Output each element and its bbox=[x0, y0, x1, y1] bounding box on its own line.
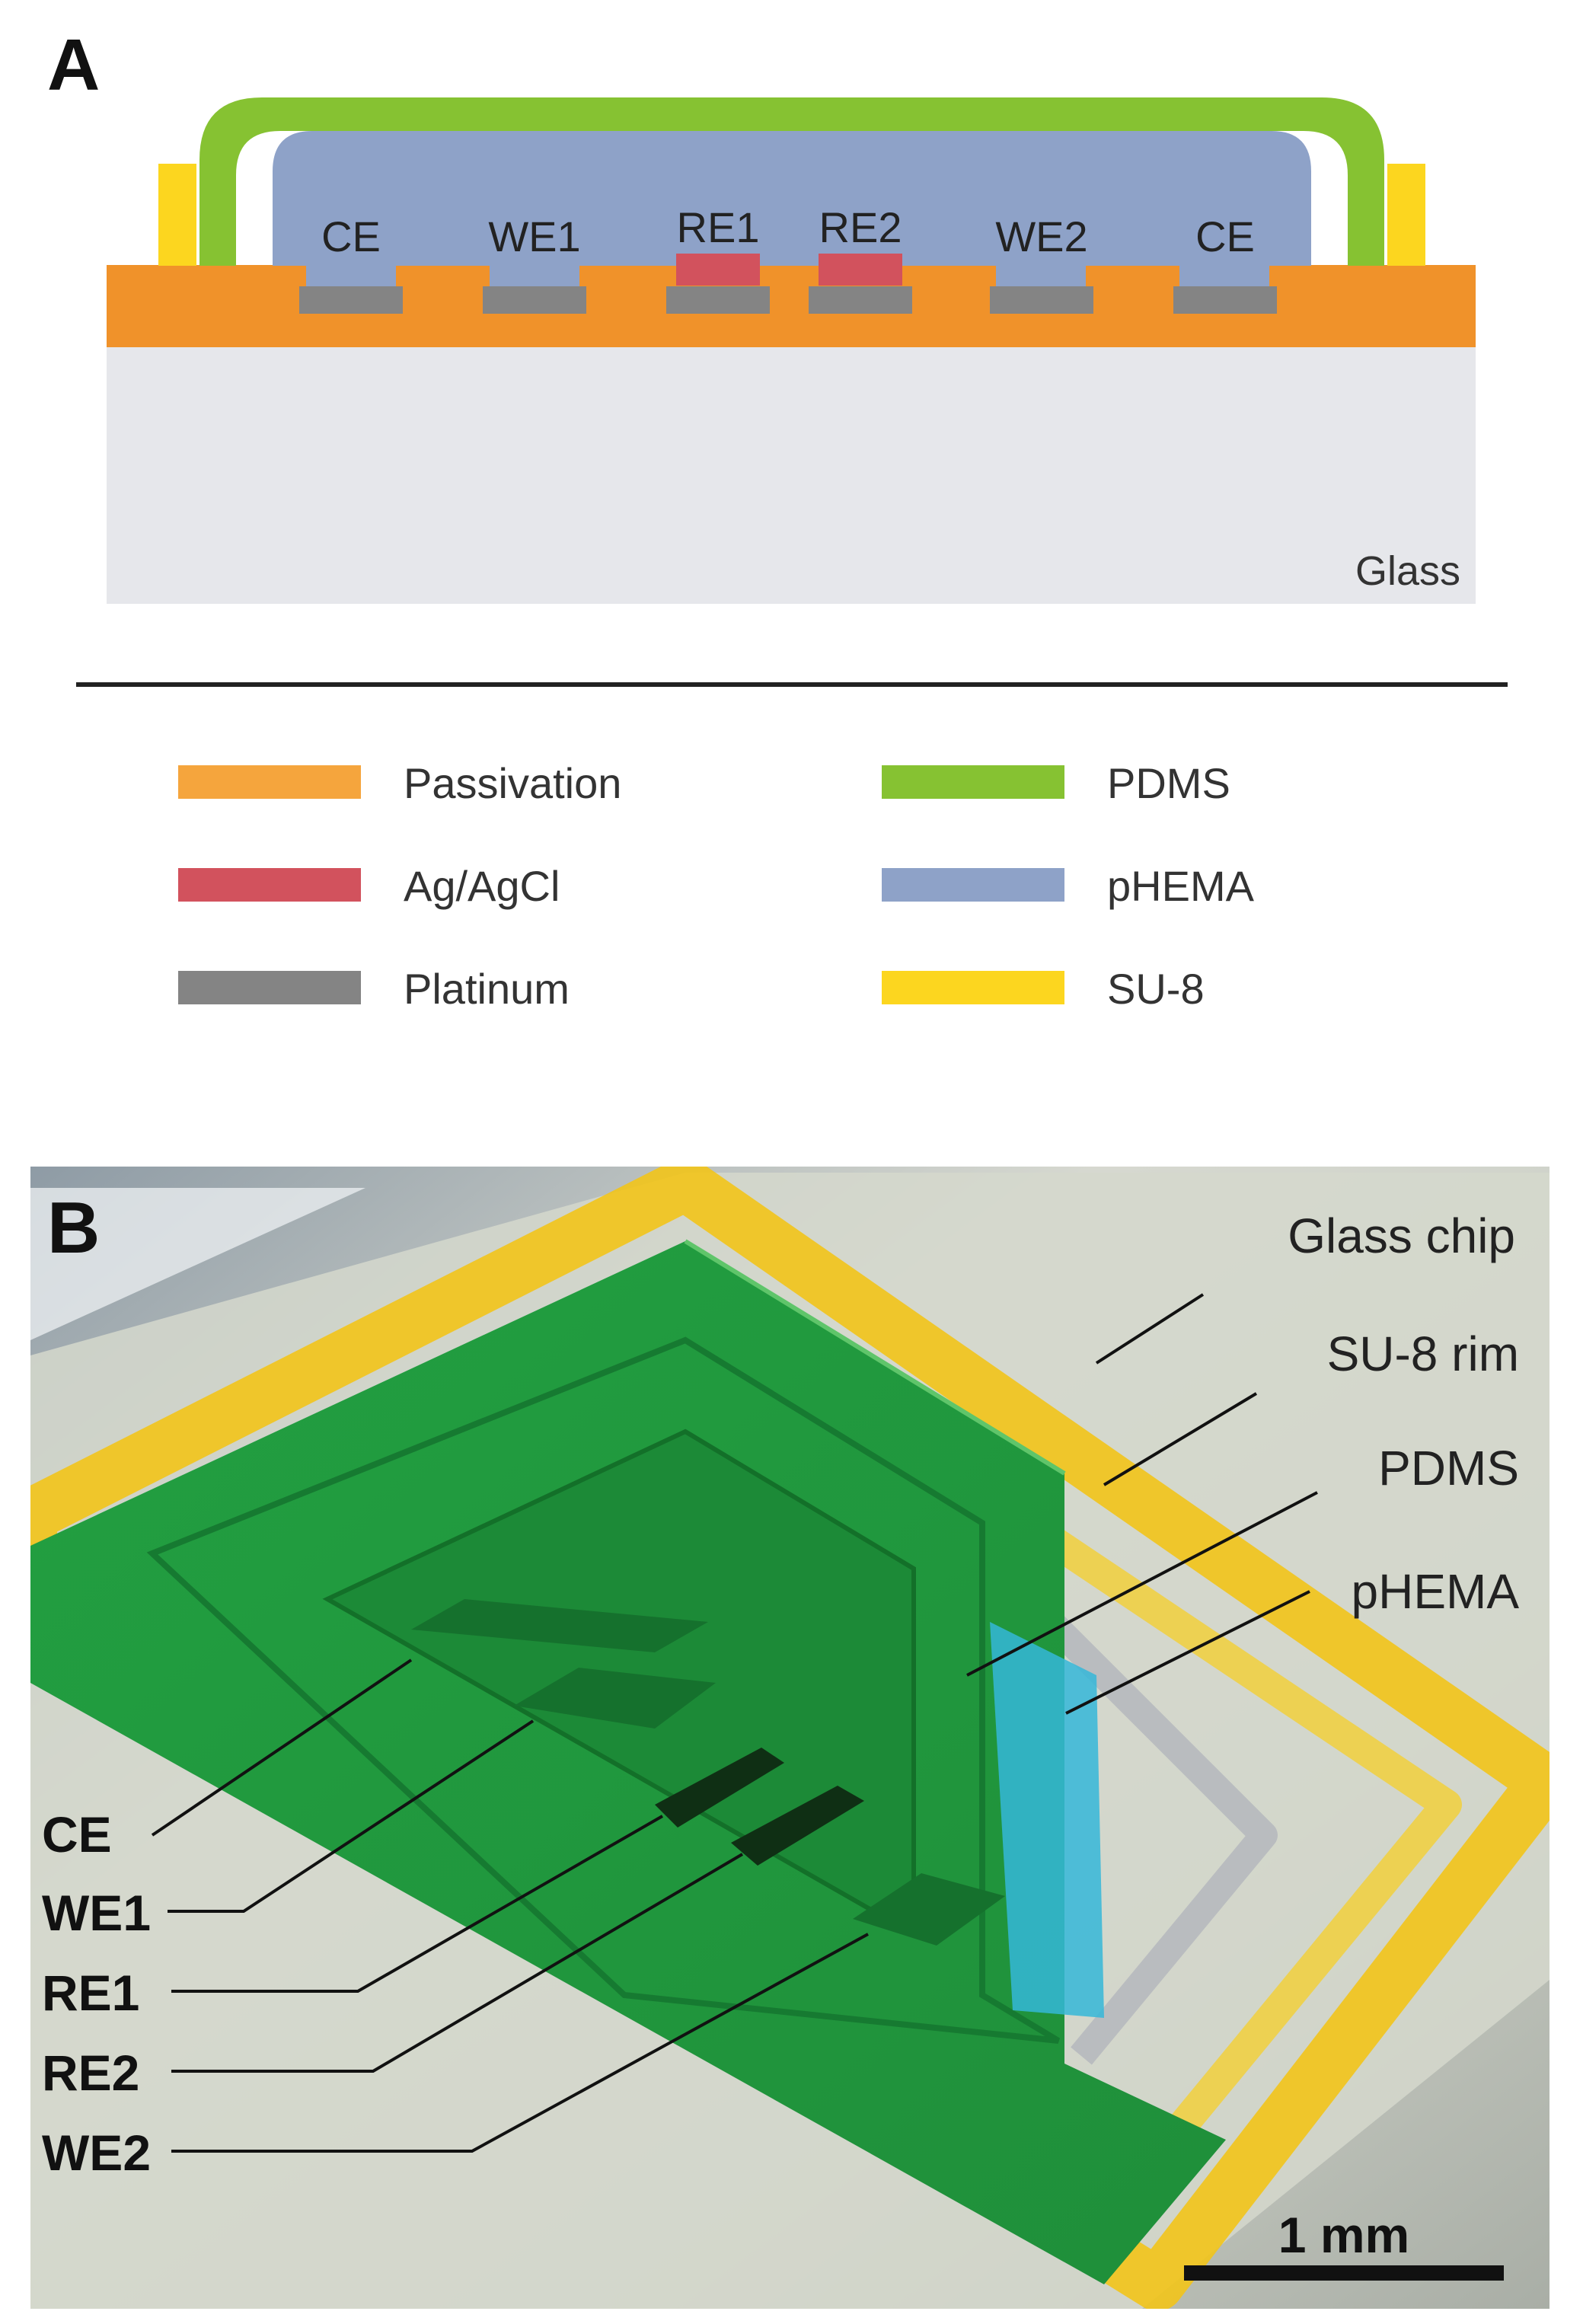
we1-electrode bbox=[514, 1668, 716, 1729]
platinum-electrode bbox=[299, 286, 403, 314]
re1-electrode bbox=[655, 1748, 784, 1828]
electrode-label: RE2 bbox=[819, 203, 902, 251]
leader-line bbox=[1065, 1590, 1310, 1715]
glass-substrate bbox=[107, 346, 1476, 604]
electrode-label: CE bbox=[321, 212, 381, 260]
legend-label: pHEMA bbox=[1107, 862, 1255, 910]
platinum-electrode bbox=[483, 286, 586, 314]
legend-label: Ag/AgCl bbox=[404, 862, 560, 910]
callout-glass-chip: Glass chip bbox=[1288, 1208, 1515, 1263]
su8-rim-left bbox=[158, 164, 196, 266]
legend-swatch-platinum bbox=[178, 971, 361, 1004]
panel-b-labels: B Glass chip SU-8 rim PDMS pHEMA CE WE1 … bbox=[42, 1187, 1519, 2281]
panel-a: A Glass CE WE1 RE1 RE2 WE2 C bbox=[47, 24, 1476, 604]
leader-line bbox=[168, 1719, 535, 1913]
phema-region bbox=[990, 1622, 1104, 2018]
platinum-trace bbox=[980, 1551, 1278, 2065]
scale-bar bbox=[1184, 2265, 1504, 2281]
agagcl-re2 bbox=[819, 254, 902, 286]
callout-su8-rim: SU-8 rim bbox=[1327, 1326, 1519, 1381]
electrode-label: WE1 bbox=[488, 212, 580, 260]
legend: Passivation Ag/AgCl Platinum PDMS pHEMA … bbox=[178, 759, 1255, 1013]
phema-well bbox=[1179, 263, 1269, 289]
legend-swatch-agagcl bbox=[178, 868, 361, 902]
leader-line bbox=[171, 1815, 663, 1993]
phema-well bbox=[996, 263, 1086, 289]
phema-layer bbox=[273, 131, 1311, 266]
legend-label: Passivation bbox=[404, 759, 621, 807]
platinum-electrode bbox=[666, 286, 770, 314]
panel-b bbox=[30, 1167, 1549, 2309]
legend-label: SU-8 bbox=[1107, 965, 1205, 1013]
separator-line bbox=[76, 682, 1508, 687]
callout-re2: RE2 bbox=[42, 2045, 139, 2101]
legend-swatch-phema bbox=[882, 868, 1064, 902]
legend-label: PDMS bbox=[1107, 759, 1230, 807]
electrode-label: WE2 bbox=[995, 212, 1087, 260]
legend-swatch-pdms bbox=[882, 765, 1064, 799]
pdms-edge bbox=[684, 1239, 1066, 1476]
callout-pdms: PDMS bbox=[1378, 1441, 1519, 1496]
we2-electrode bbox=[853, 1873, 1005, 1946]
su8-rim-right bbox=[1387, 164, 1425, 266]
phema-well bbox=[306, 263, 396, 289]
leader-line bbox=[1103, 1392, 1258, 1486]
panel-b-label: B bbox=[47, 1187, 100, 1269]
callout-we1: WE1 bbox=[42, 1885, 151, 1941]
callout-ce: CE bbox=[42, 1806, 112, 1863]
glass-label: Glass bbox=[1355, 548, 1460, 594]
leader-line bbox=[171, 1933, 869, 2153]
callout-re1: RE1 bbox=[42, 1965, 139, 2021]
legend-label: Platinum bbox=[404, 965, 570, 1013]
platinum-electrode bbox=[809, 286, 912, 314]
re2-electrode bbox=[731, 1786, 864, 1866]
panel-a-label: A bbox=[47, 24, 100, 106]
callout-we2: WE2 bbox=[42, 2124, 151, 2181]
leader-line bbox=[151, 1658, 413, 1837]
scale-bar-label: 1 mm bbox=[1278, 2207, 1409, 2263]
electrode-label: RE1 bbox=[677, 203, 760, 251]
platinum-electrode bbox=[1173, 286, 1277, 314]
ce-electrode bbox=[411, 1599, 708, 1652]
glass-chip-highlight bbox=[30, 1188, 365, 1340]
legend-swatch-su8 bbox=[882, 971, 1064, 1004]
legend-swatch-passivation bbox=[178, 765, 361, 799]
leader-line bbox=[1095, 1293, 1205, 1365]
leader-line bbox=[171, 1853, 744, 2073]
pdms-cap bbox=[199, 97, 1384, 266]
pdms-channel bbox=[146, 1336, 1061, 2044]
platinum-electrode bbox=[990, 286, 1093, 314]
agagcl-re1 bbox=[676, 254, 760, 286]
phema-well bbox=[490, 263, 579, 289]
leader-line bbox=[966, 1491, 1318, 1677]
electrode-label: CE bbox=[1195, 212, 1255, 260]
callout-phema: pHEMA bbox=[1352, 1564, 1520, 1619]
